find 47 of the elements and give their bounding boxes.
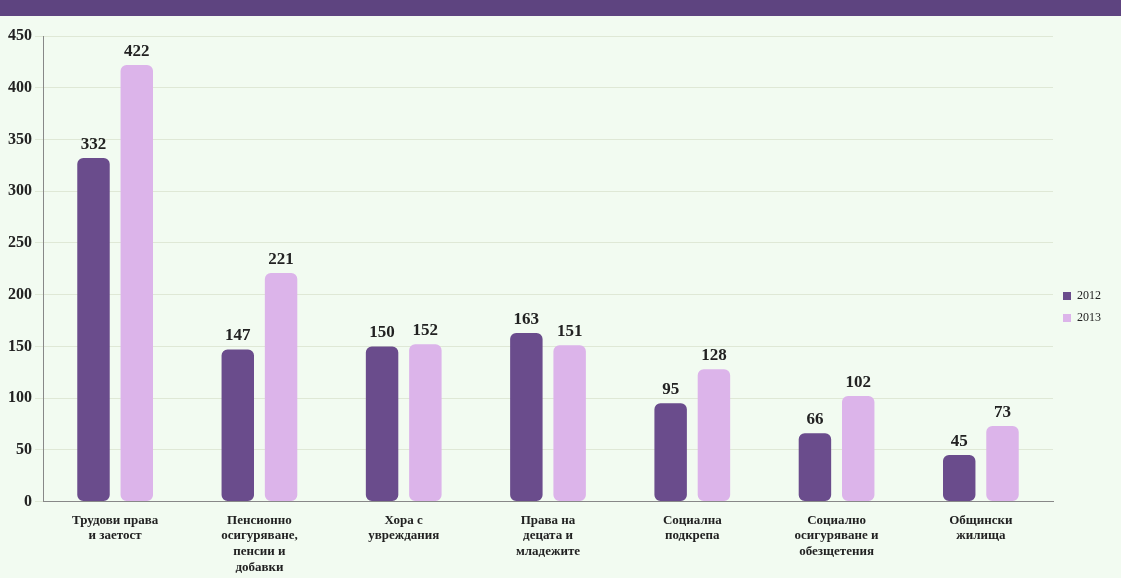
y-tick-label: 400 <box>8 77 32 95</box>
data-label: 151 <box>556 321 583 341</box>
x-tick-label: Социално осигуряване и обезщетения <box>794 511 880 558</box>
x-tick-label: Трудови права и заетост <box>72 511 159 543</box>
data-label: 152 <box>412 320 439 340</box>
data-label: 73 <box>994 401 1011 421</box>
data-label: 150 <box>369 322 395 342</box>
bar <box>77 158 110 502</box>
y-tick-label: 0 <box>24 491 32 509</box>
data-label: 147 <box>225 325 252 345</box>
data-label: 221 <box>268 248 294 268</box>
x-tick-label: Хора с увреждания <box>368 511 440 543</box>
bar <box>409 344 442 502</box>
bar <box>120 64 154 502</box>
bar <box>264 272 298 502</box>
data-label: 102 <box>845 371 871 391</box>
bar <box>798 433 832 502</box>
y-tick-label: 200 <box>8 284 32 302</box>
bar <box>942 455 976 502</box>
bar <box>654 403 687 502</box>
data-label: 128 <box>701 345 727 365</box>
bar <box>697 369 731 502</box>
bar <box>553 345 586 502</box>
data-label: 332 <box>80 133 107 153</box>
data-label: 45 <box>950 430 968 450</box>
x-tick-label: Социална подкрепа <box>662 511 723 543</box>
x-tick-label: Общински жилища <box>949 511 1014 543</box>
data-label: 422 <box>124 40 150 60</box>
y-tick-label: 50 <box>16 440 32 458</box>
data-label: 66 <box>806 409 824 429</box>
y-tick-label: 100 <box>8 388 32 406</box>
bar <box>986 426 1019 502</box>
legend-label: 2012 <box>1077 288 1101 303</box>
y-tick-label: 300 <box>8 181 32 199</box>
data-label: 163 <box>513 308 540 328</box>
y-tick-label: 350 <box>8 129 32 147</box>
legend-label: 2013 <box>1077 310 1101 325</box>
bar <box>221 349 255 502</box>
bar <box>841 396 875 502</box>
y-tick-label: 250 <box>8 233 32 251</box>
x-tick-label: Права на децата и младежите <box>515 511 581 558</box>
bar <box>510 332 543 502</box>
data-label: 95 <box>662 379 680 399</box>
x-tick-label: Пенсионно осигуряване, пенсии и добавки <box>221 511 298 574</box>
bar <box>365 346 399 502</box>
y-tick-label: 450 <box>8 26 32 44</box>
y-tick-label: 150 <box>8 336 32 354</box>
